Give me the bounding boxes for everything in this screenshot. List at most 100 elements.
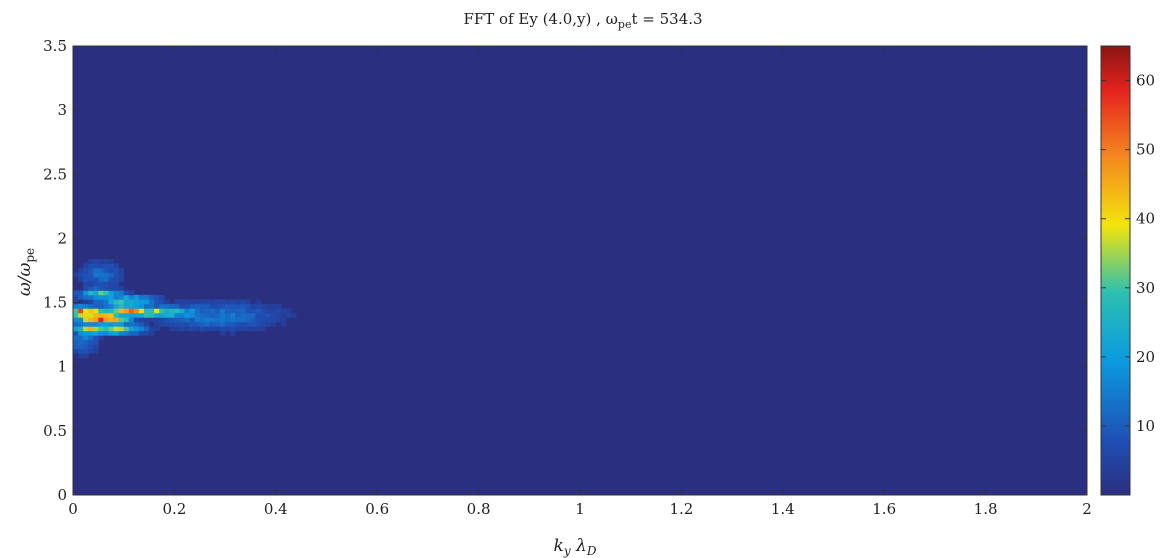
heatmap-cell: [98, 267, 104, 273]
heatmap-cell: [149, 330, 155, 336]
heatmap-cell: [103, 290, 109, 296]
heatmap-cell: [118, 308, 125, 314]
heatmap-cell: [194, 321, 201, 327]
heatmap-cell: [230, 321, 236, 327]
heatmap-cell: [179, 308, 185, 314]
heatmap-cell: [93, 263, 99, 269]
heatmap-cell: [128, 312, 135, 318]
heatmap-cell: [189, 321, 196, 327]
heatmap-cell: [143, 317, 150, 323]
heatmap-cell: [93, 258, 99, 264]
heatmap-cell: [255, 299, 261, 305]
heatmap-cell: [123, 317, 130, 323]
heatmap-cell: [174, 308, 180, 314]
heatmap-cell: [235, 326, 241, 332]
heatmap-cell: [108, 321, 114, 327]
heatmap-cell: [204, 312, 211, 318]
heatmap-cell: [154, 294, 160, 300]
heatmap-cell: [143, 294, 150, 300]
heatmap-cell: [113, 326, 120, 332]
heatmap-cell: [98, 263, 104, 269]
heatmap-cell: [143, 312, 150, 318]
colorbar-tick-label: 50: [1136, 141, 1155, 159]
heatmap-cell: [209, 299, 216, 305]
heatmap-cell: [220, 326, 226, 332]
heatmap-cell: [220, 308, 226, 314]
heatmap-cell: [88, 267, 94, 273]
heatmap-cell: [123, 321, 130, 327]
heatmap-cell: [220, 330, 226, 336]
heatmap-cell: [235, 312, 241, 318]
heatmap-cell: [108, 294, 114, 300]
heatmap-cell: [260, 321, 267, 327]
heatmap-cell: [245, 308, 251, 314]
heatmap-cell: [169, 317, 175, 323]
heatmap-cell: [108, 267, 114, 273]
heatmap-cell: [133, 317, 140, 323]
heatmap-cell: [78, 339, 84, 345]
y-tick-label: 0: [57, 486, 67, 504]
heatmap-cell: [143, 299, 150, 305]
x-tick-label: 0: [68, 500, 78, 518]
heatmap-cell: [159, 303, 165, 309]
heatmap-cell: [98, 294, 104, 300]
heatmap-cell: [93, 303, 99, 309]
heatmap-cell: [98, 308, 104, 314]
heatmap-cell: [93, 348, 99, 354]
heatmap-cell: [143, 330, 150, 336]
heatmap-cell: [73, 290, 79, 296]
heatmap-cell: [98, 299, 104, 305]
heatmap-cell: [245, 326, 251, 332]
heatmap-cell: [194, 299, 201, 305]
heatmap-cell: [154, 312, 160, 318]
heatmap-cell: [88, 272, 94, 278]
heatmap-cell: [220, 299, 226, 305]
heatmap-cell: [174, 299, 180, 305]
heatmap-cell: [265, 308, 272, 314]
colorbar-tick-label: 60: [1136, 72, 1155, 90]
heatmap-cell: [98, 285, 104, 291]
heatmap-cell: [265, 321, 272, 327]
heatmap-cell: [103, 308, 109, 314]
heatmap-cell: [78, 344, 84, 350]
heatmap-cell: [230, 303, 236, 309]
heatmap-cell: [225, 326, 231, 332]
heatmap-cell: [255, 321, 261, 327]
heatmap-cell: [113, 312, 120, 318]
heatmap-cell: [88, 285, 94, 291]
heatmap-cell: [98, 303, 104, 309]
heatmap-cell: [143, 321, 150, 327]
heatmap-cell: [270, 312, 277, 318]
heatmap-cell: [83, 276, 89, 282]
heatmap-cell: [291, 312, 297, 318]
y-tick-label: 2: [57, 229, 67, 247]
heatmap-cell: [108, 299, 114, 305]
chart-title: FFT of Ey (4.0,y) , ωpet = 534.3: [463, 10, 702, 31]
heatmap-cell: [245, 299, 251, 305]
heatmap-cell: [209, 303, 216, 309]
heatmap-cell: [169, 326, 175, 332]
heatmap-cell: [164, 317, 170, 323]
heatmap-cell: [189, 299, 196, 305]
heatmap-cell: [103, 321, 109, 327]
heatmap-cell: [98, 317, 104, 323]
heatmap-cell: [123, 294, 130, 300]
heatmap-cell: [220, 303, 226, 309]
heatmap-cell: [133, 326, 140, 332]
heatmap-cell: [78, 348, 84, 354]
heatmap-cell: [184, 321, 191, 327]
heatmap-cell: [154, 321, 160, 327]
heatmap-cell: [108, 312, 114, 318]
y-tick-label: 3.5: [43, 37, 67, 55]
heatmap-cell: [83, 339, 89, 345]
heatmap-cell: [128, 299, 135, 305]
heatmap-cell: [93, 290, 99, 296]
heatmap-cell: [209, 308, 216, 314]
heatmap-cell: [184, 326, 191, 332]
heatmap-cell: [138, 303, 145, 309]
heatmap-cell: [128, 321, 135, 327]
heatmap-cell: [199, 317, 206, 323]
heatmap-cell: [93, 294, 99, 300]
heatmap-cell: [154, 303, 160, 309]
heatmap-cell: [83, 326, 89, 332]
